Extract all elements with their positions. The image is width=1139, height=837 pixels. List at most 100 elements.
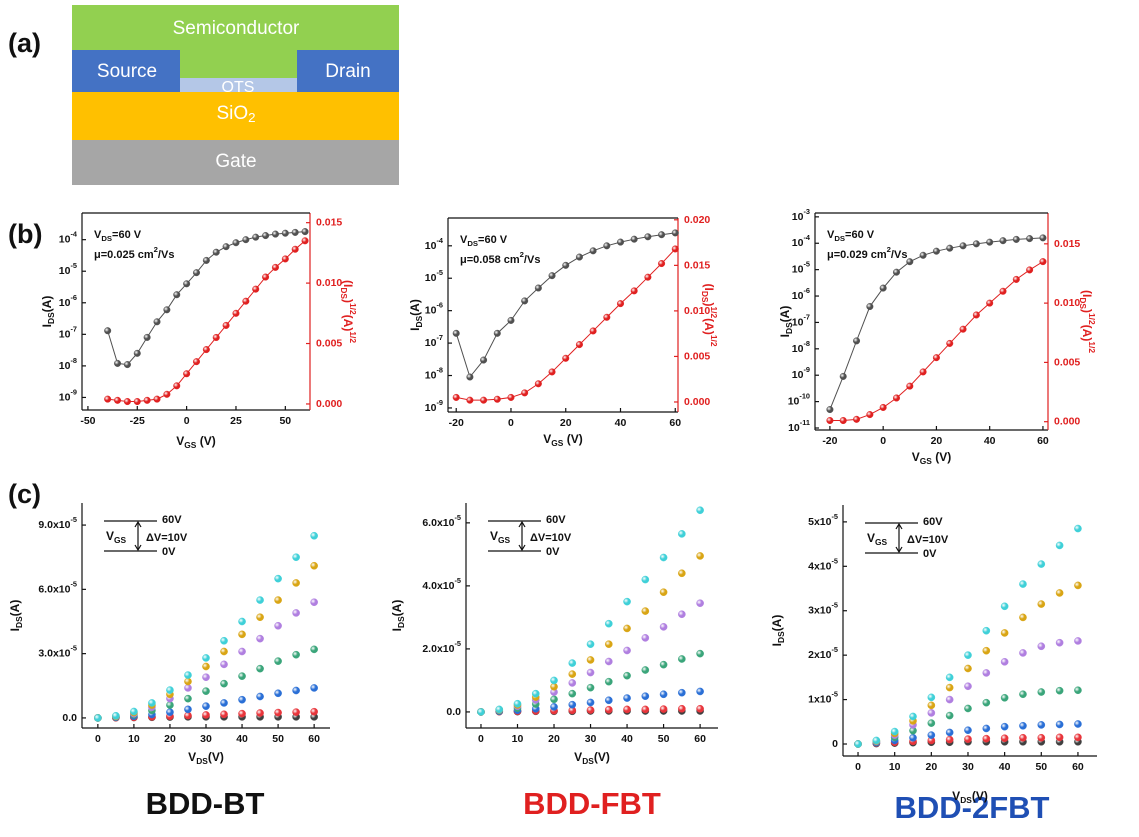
text-part: -20 [449, 417, 464, 429]
text-part: (I [1080, 290, 1094, 297]
y2-tick-label: 0.000 [1054, 415, 1080, 427]
text-part: I [778, 334, 792, 337]
data-point [238, 695, 246, 704]
y-tick-label: 10-8 [425, 365, 443, 381]
text-part: -25 [130, 415, 145, 427]
text-part: 1/2 [1087, 341, 1097, 353]
data-point [291, 245, 299, 253]
text-part: -5 [454, 639, 461, 648]
data-point [658, 231, 666, 239]
text-part: /Vs [158, 249, 175, 261]
data-point [972, 311, 980, 319]
y-tick-label: 9.0x10-5 [38, 515, 77, 531]
data-point [603, 313, 611, 321]
x-axis-label: VGS (V) [912, 450, 951, 466]
x-tick-label: 0 [184, 415, 190, 427]
x-tick-label: -20 [822, 435, 837, 447]
text-part: V [188, 750, 196, 764]
text-part: -5 [803, 260, 810, 269]
data-point [586, 640, 595, 648]
text-part: DS [46, 312, 56, 324]
panel-label: (a) [8, 28, 41, 58]
y2-tick-label: 0.005 [1054, 356, 1080, 368]
data-point [220, 679, 228, 688]
x-tick-label: 50 [279, 415, 291, 427]
y-tick-label: 1x10-5 [808, 690, 838, 706]
data-point [130, 707, 138, 716]
data-point [1000, 694, 1009, 702]
data-point [1055, 720, 1064, 729]
data-point [617, 300, 625, 308]
data-point [696, 704, 704, 713]
text-part: Semiconductor [173, 18, 300, 39]
data-point [641, 575, 650, 584]
data-point [521, 389, 529, 397]
y-tick-label: 10-8 [59, 356, 77, 372]
text-part: DS [101, 234, 112, 243]
text-part: -4 [803, 233, 810, 242]
y2-tick-label: 0.015 [1054, 238, 1080, 250]
text-part: (A) [408, 299, 422, 316]
text-part: -6 [803, 286, 810, 295]
data-point [274, 621, 282, 630]
data-point [946, 244, 954, 252]
text-part: 2 [154, 245, 158, 254]
text-part: -8 [70, 356, 77, 365]
legend-text: 0V [923, 548, 937, 560]
data-point [659, 588, 668, 596]
series-line [456, 248, 676, 401]
data-point [521, 297, 529, 305]
text-part: /Vs [524, 254, 541, 266]
data-point [623, 694, 631, 702]
data-point [513, 699, 522, 708]
y2-tick-label: 0.000 [684, 396, 710, 408]
data-point [945, 673, 954, 682]
data-point [143, 333, 151, 341]
data-point [659, 690, 668, 699]
data-point [999, 237, 1007, 245]
text-part: 6.0x10 [422, 517, 454, 529]
data-point [1055, 638, 1064, 647]
x-tick-label: 40 [999, 761, 1011, 773]
x-tick-label: 40 [615, 417, 627, 429]
data-point [659, 705, 668, 713]
text-part: (V) [972, 789, 988, 803]
text-part: ΔV=10V [907, 534, 949, 546]
data-point [696, 687, 704, 696]
data-point [617, 238, 625, 246]
text-part: 40 [621, 733, 633, 745]
data-point [202, 673, 210, 682]
data-point [1039, 258, 1047, 266]
y-tick-label: 4.0x10-5 [422, 576, 461, 592]
data-point [946, 339, 954, 347]
data-point [477, 708, 485, 716]
data-point [222, 243, 230, 251]
data-point [945, 711, 954, 720]
text-part: DS [14, 616, 24, 628]
text-part: 1/2 [348, 303, 358, 315]
text-part: (A) [702, 318, 716, 335]
text-part: 0.0 [446, 706, 461, 718]
text-part: (A) [1080, 325, 1094, 342]
data-point [1019, 733, 1027, 742]
text-part: ) [1080, 309, 1094, 313]
data-point [222, 321, 230, 329]
y-axis-label: IDS(A) [408, 299, 424, 331]
data-point [1012, 235, 1020, 243]
text-part: (A) [341, 315, 355, 332]
x-tick-label: 50 [658, 733, 670, 745]
data-point [256, 664, 264, 673]
data-point [301, 228, 309, 236]
text-part: 0V [923, 548, 937, 560]
x-tick-label: 60 [669, 417, 681, 429]
y-tick-label: 10-5 [59, 261, 77, 277]
data-point [274, 708, 282, 717]
data-point [866, 303, 874, 311]
data-point [1000, 722, 1009, 731]
data-point [163, 306, 171, 314]
text-part: 0 [184, 415, 190, 427]
data-point [192, 269, 200, 277]
data-point [964, 664, 972, 673]
data-point [853, 415, 861, 423]
